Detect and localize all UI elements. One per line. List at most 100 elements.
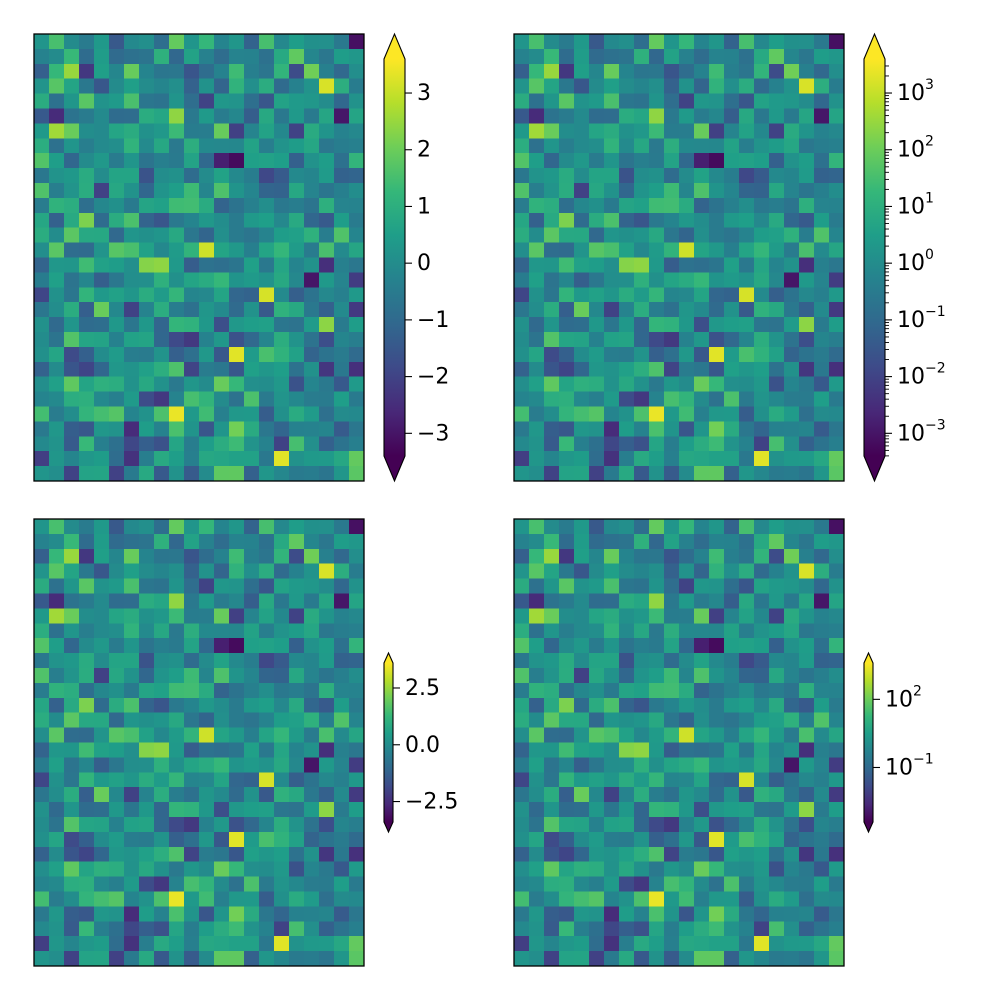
heatmap-cell (589, 197, 605, 214)
heatmap-cell (184, 742, 200, 758)
heatmap-cell (289, 861, 305, 878)
heatmap-cell (334, 668, 350, 684)
heatmap-cell (589, 682, 605, 699)
heatmap-cell (79, 361, 95, 378)
heatmap-cell (664, 831, 680, 848)
heatmap-cell (244, 727, 260, 744)
heatmap-cell (559, 846, 575, 863)
heatmap-cell (274, 108, 290, 124)
heatmap-cell (214, 846, 230, 863)
heatmap-cell (769, 123, 785, 139)
heatmap-cell (304, 936, 320, 952)
heatmap-cell (604, 451, 620, 467)
heatmap-cell (769, 63, 785, 80)
heatmap-cell (709, 421, 725, 437)
heatmap-cell (544, 772, 560, 788)
heatmap-cell (514, 831, 530, 848)
heatmap-cell (289, 466, 305, 482)
heatmap-cell (184, 287, 200, 303)
heatmap-cell (274, 123, 290, 139)
heatmap-cell (304, 876, 320, 893)
heatmap-cell (619, 197, 635, 214)
heatmap-cell (514, 63, 530, 80)
heatmap-cell (544, 533, 560, 550)
heatmap-cell (319, 861, 335, 878)
heatmap-cell (649, 242, 665, 259)
heatmap-cell (559, 302, 575, 318)
heatmap-cell (304, 451, 320, 467)
heatmap-cell (154, 623, 170, 639)
heatmap-cell (349, 727, 365, 744)
heatmap-cell (754, 906, 770, 922)
heatmap-cell (64, 563, 80, 580)
heatmap-cell (589, 391, 605, 408)
heatmap-cell (754, 346, 770, 363)
heatmap-cell (34, 623, 50, 639)
heatmap-cell (784, 891, 800, 907)
heatmap-cell (109, 668, 125, 684)
heatmap-cell (649, 817, 665, 833)
heatmap-cell (214, 533, 230, 550)
heatmap-cell (559, 861, 575, 878)
heatmap-cell (334, 727, 350, 744)
heatmap-cell (589, 212, 605, 229)
heatmap-cell (49, 421, 65, 437)
heatmap-cell (514, 519, 530, 535)
heatmap-cell (244, 168, 260, 184)
heatmap-cell (64, 861, 80, 878)
heatmap-cell (109, 332, 125, 348)
heatmap-cell (529, 78, 545, 95)
heatmap-cell (139, 332, 155, 348)
heatmap-cell (199, 242, 215, 259)
heatmap-cell (79, 34, 95, 50)
heatmap-cell (529, 287, 545, 303)
heatmap-cell (694, 272, 710, 288)
heatmap-cell (754, 876, 770, 893)
heatmap-cell (94, 168, 110, 184)
heatmap-cell (139, 638, 155, 654)
heatmap-cell (94, 391, 110, 408)
heatmap-cell (349, 138, 365, 154)
heatmap-cell (199, 197, 215, 214)
heatmap-cell (814, 451, 830, 467)
heatmap-cell (544, 376, 560, 393)
heatmap-cell (199, 48, 215, 65)
heatmap-cell (349, 257, 365, 273)
heatmap-cell (169, 653, 185, 669)
heatmap-cell (559, 712, 575, 729)
heatmap-cell (589, 623, 605, 639)
heatmap-cell (139, 578, 155, 595)
heatmap-cell (769, 302, 785, 318)
heatmap-cell (229, 608, 245, 624)
heatmap-cell (79, 108, 95, 124)
heatmap-cell (799, 48, 815, 65)
heatmap-cell (229, 668, 245, 684)
heatmap-cell (784, 108, 800, 124)
heatmap-cell (544, 608, 560, 624)
heatmap-cell (784, 802, 800, 818)
heatmap-cell (679, 593, 695, 609)
heatmap-cell (139, 697, 155, 714)
heatmap-cell (319, 317, 335, 333)
heatmap-cell (289, 921, 305, 937)
heatmap-cell (694, 563, 710, 580)
heatmap-cell (79, 578, 95, 595)
heatmap-cell (349, 936, 365, 952)
heatmap-cell (574, 727, 590, 744)
heatmap-cell (304, 861, 320, 878)
heatmap-cell (169, 727, 185, 744)
heatmap-cell (319, 727, 335, 744)
heatmap-cell (199, 108, 215, 124)
heatmap-cell (799, 242, 815, 259)
heatmap-cell (169, 533, 185, 550)
colorbar-extend-max (384, 34, 405, 59)
heatmap-cell (514, 436, 530, 452)
heatmap-cell (319, 242, 335, 259)
heatmap-cell (109, 272, 125, 288)
heatmap-cell (289, 123, 305, 139)
heatmap-cell (799, 742, 815, 758)
heatmap-cell (754, 608, 770, 624)
heatmap-cell (259, 227, 275, 244)
heatmap-cell (634, 802, 650, 818)
heatmap-cell (169, 63, 185, 80)
